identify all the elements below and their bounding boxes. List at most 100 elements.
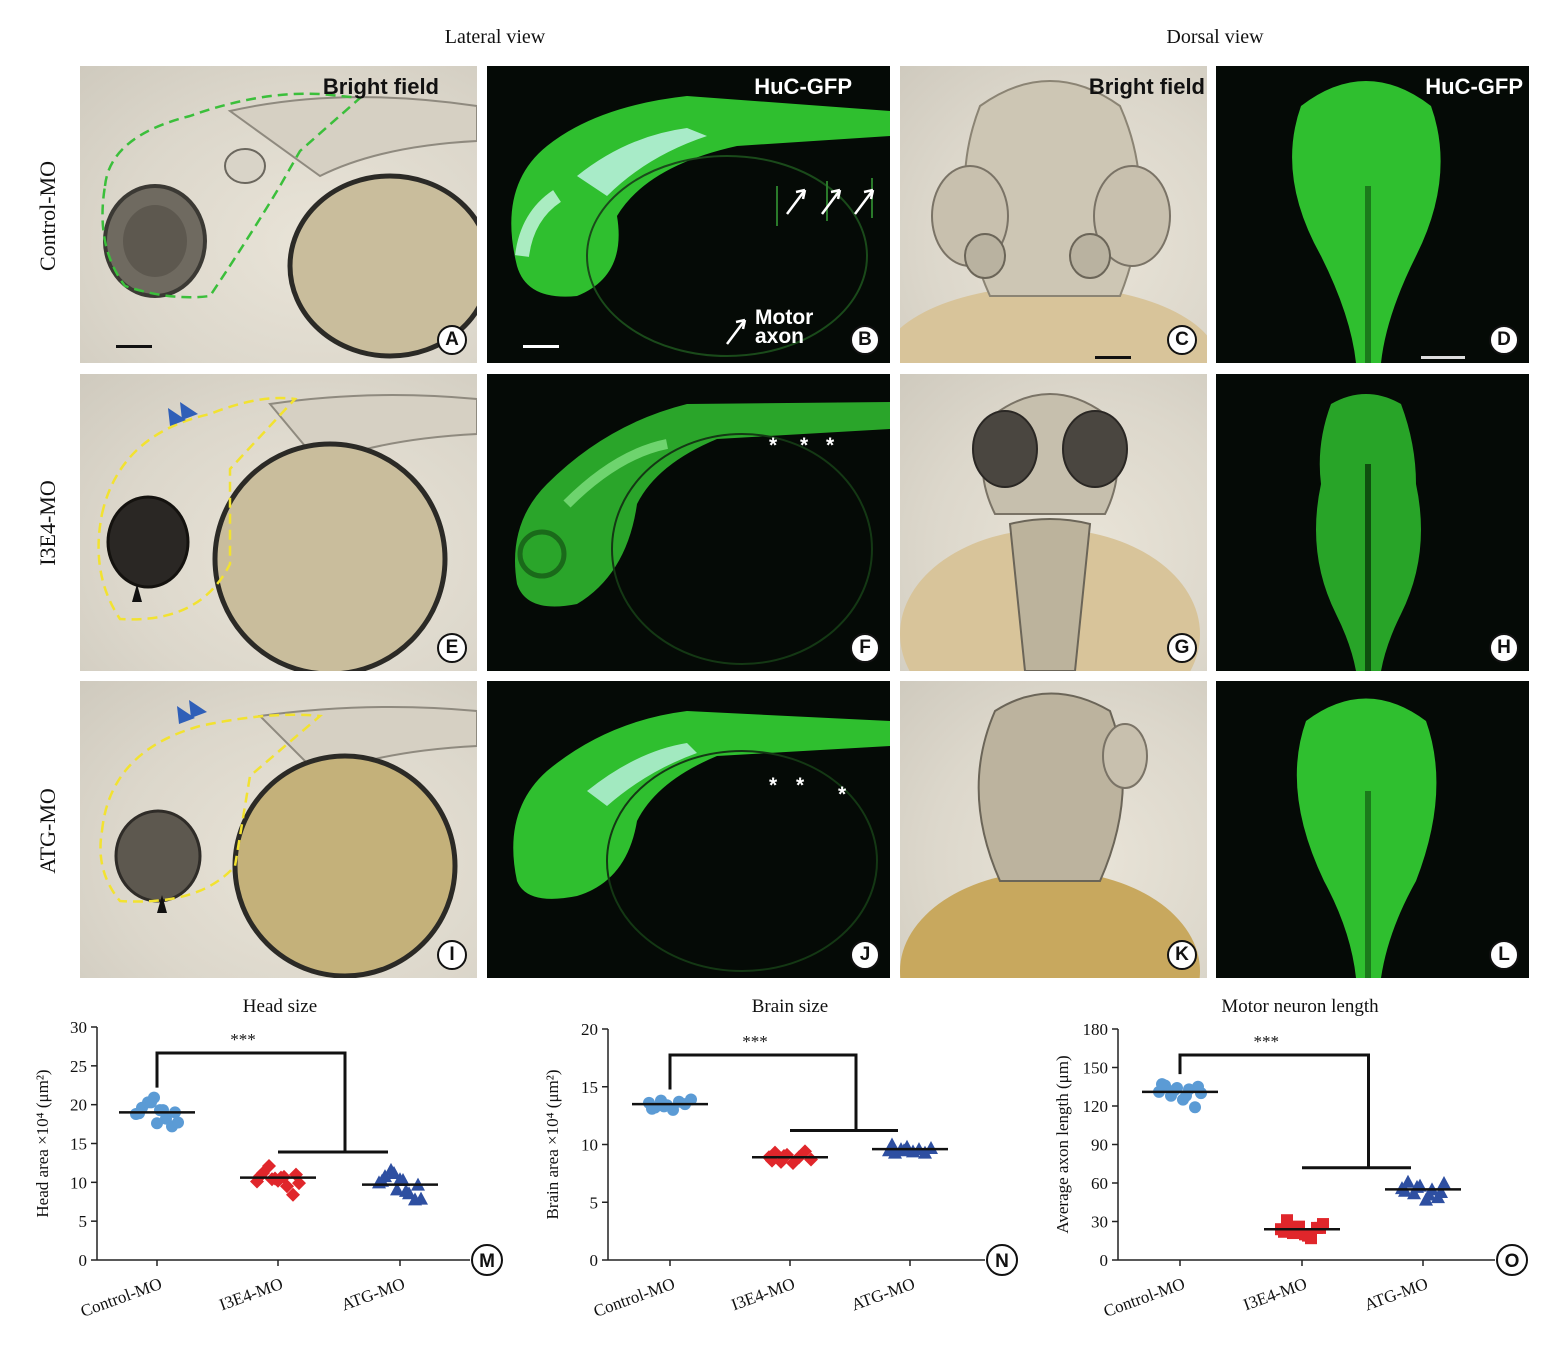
data-point [924, 1140, 938, 1154]
panel-letter-i: I [437, 940, 467, 970]
chart-o-title: Motor neuron length [1221, 996, 1379, 1017]
y-tick-label: 0 [590, 1251, 599, 1270]
y-tick-label: 20 [70, 1096, 87, 1115]
x-category-label: ATG-MO [849, 1274, 918, 1314]
asterisk-j-2: * [796, 774, 805, 797]
panel-d-dorsal-huc-gfp: HuC-GFP D [1216, 66, 1529, 363]
x-category-label: Control-MO [1101, 1274, 1187, 1321]
data-point [885, 1137, 899, 1151]
panel-letter-badge [471, 1244, 503, 1276]
panel-letter: N [995, 1251, 1009, 1272]
panel-letter: M [479, 1251, 495, 1272]
data-point [1189, 1101, 1201, 1114]
data-point [292, 1176, 306, 1191]
panel-letter-l: L [1489, 940, 1519, 970]
y-axis-label: Brain area ×10⁴ (μm²) [543, 1069, 562, 1219]
data-point [1290, 1224, 1302, 1237]
significance-bracket [155, 1051, 388, 1154]
panel-letter-j: J [850, 940, 880, 970]
data-point [390, 1182, 404, 1196]
data-point [393, 1172, 407, 1186]
y-axis-label: Average axon length (μm) [1053, 1055, 1072, 1233]
y-tick-label: 5 [79, 1212, 88, 1231]
x-category-label: Control-MO [591, 1274, 677, 1321]
data-point [399, 1183, 413, 1197]
gfp-lateral-atg-drawing [513, 711, 890, 972]
asterisk-f-1: * [769, 434, 778, 457]
embryo-dorsal-atg-drawing [900, 692, 1200, 978]
panel-g-dorsal-bright-field: G [900, 374, 1207, 671]
gfp-dorsal-atg-drawing [1296, 698, 1437, 978]
lateral-view-header: Lateral view [444, 26, 546, 48]
y-tick-label: 0 [79, 1251, 88, 1270]
data-point [265, 1172, 279, 1187]
panel-letter-d: D [1489, 325, 1519, 355]
x-category-label: I3E4-MO [217, 1274, 286, 1314]
row-label-i3e4: I3E4-MO [35, 480, 60, 566]
significance-bracket [668, 1053, 898, 1132]
embryo-lateral-atg-drawing [99, 700, 477, 978]
y-tick-label: 60 [1091, 1174, 1108, 1193]
gfp-dorsal-i3e4-drawing [1316, 394, 1421, 671]
label-bright-field-c: Bright field [1088, 74, 1205, 99]
y-tick-label: 20 [581, 1020, 598, 1039]
data-point [646, 1102, 658, 1115]
panel-l-dorsal-huc-gfp: L [1216, 681, 1529, 978]
panel-i-lateral-bright-field: I [80, 681, 477, 978]
data-point [1168, 1084, 1180, 1097]
significance-bracket [1178, 1053, 1411, 1170]
panel-letter-h: H [1489, 633, 1519, 663]
x-category-label: I3E4-MO [729, 1274, 798, 1314]
y-tick-label: 120 [1083, 1097, 1109, 1116]
data-point [151, 1117, 163, 1130]
panel-e-lateral-bright-field: E [80, 374, 477, 671]
data-point [250, 1174, 264, 1189]
data-point [774, 1154, 788, 1169]
y-tick-label: 30 [1091, 1213, 1108, 1232]
panel-j-lateral-huc-gfp: * * * J [487, 681, 890, 978]
embryo-dorsal-control-drawing [900, 80, 1207, 363]
x-category-label: I3E4-MO [1241, 1274, 1310, 1314]
data-point [1302, 1229, 1314, 1242]
data-point [1437, 1176, 1451, 1189]
chart-n-title: Brain size [751, 996, 829, 1017]
label-bright-field-a: Bright field [322, 74, 439, 99]
chart-m-title: Head size [242, 996, 318, 1017]
data-point [798, 1144, 812, 1159]
panel-letter-g: G [1167, 633, 1197, 663]
gfp-dorsal-control-drawing [1292, 81, 1465, 363]
y-tick-label: 25 [70, 1057, 87, 1076]
label-huc-gfp-b: HuC-GFP [754, 74, 852, 99]
significance-annotation: *** [1254, 1032, 1280, 1051]
significance-annotation: *** [230, 1030, 256, 1049]
data-point [786, 1155, 800, 1170]
y-tick-label: 15 [581, 1078, 598, 1097]
panel-letter-a: A [437, 325, 467, 355]
motor-axon-label-axon: axon [755, 325, 805, 348]
panel-letter: O [1505, 1251, 1520, 1272]
data-point [1422, 1187, 1436, 1201]
y-tick-label: 30 [70, 1018, 87, 1037]
gfp-lateral-control-drawing [511, 96, 890, 357]
y-tick-label: 150 [1083, 1059, 1109, 1078]
data-point [1192, 1080, 1204, 1093]
asterisk-j-3: * [838, 783, 847, 806]
panel-letter-f: F [850, 633, 880, 663]
panel-k-dorsal-bright-field: K [900, 681, 1207, 978]
embryo-lateral-i3e4-drawing [97, 394, 477, 671]
data-point [658, 1100, 670, 1113]
panel-letter-k: K [1167, 940, 1197, 970]
panel-letter-badge [1496, 1244, 1528, 1276]
panel-letter-badge [986, 1244, 1018, 1276]
gfp-lateral-i3e4-drawing [515, 402, 890, 665]
chart-m-head-size: 0 5 10 15 20 25 30 Control-MO I3E4-MO ATG-MO Head … [33, 1018, 503, 1321]
data-point [387, 1166, 401, 1180]
y-tick-label: 10 [581, 1136, 598, 1155]
data-point [253, 1169, 267, 1184]
asterisk-f-3: * [826, 434, 835, 457]
data-point [157, 1104, 169, 1117]
data-point [1314, 1221, 1326, 1234]
data-point [685, 1093, 697, 1106]
x-category-label: ATG-MO [1362, 1274, 1431, 1314]
chart-n-brain-size: 0 5 10 15 20 Control-MO I3E4-MO ATG-MO Brain are… [543, 1020, 1018, 1321]
